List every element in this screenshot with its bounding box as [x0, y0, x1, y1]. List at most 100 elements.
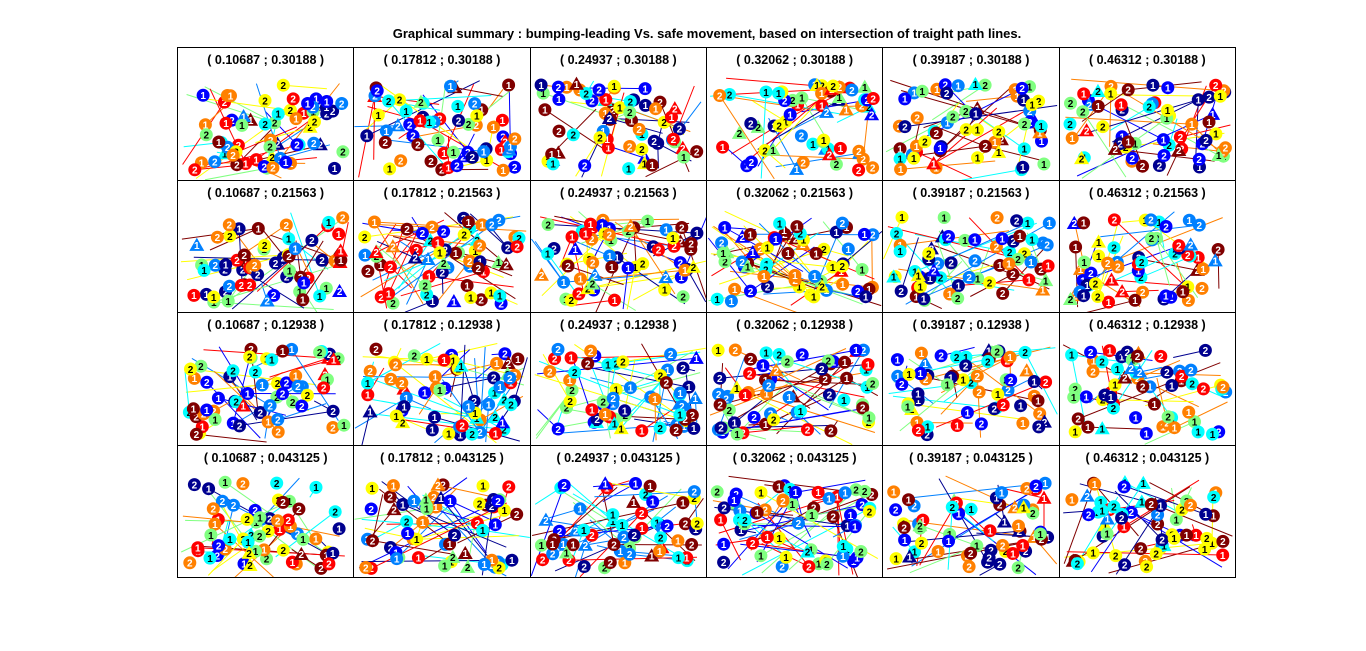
- marker-label: 1: [581, 525, 587, 536]
- marker-label: 2: [1122, 374, 1128, 385]
- marker-label: 1: [1030, 100, 1036, 111]
- marker-label: 1: [207, 553, 213, 564]
- path-line: [355, 126, 399, 127]
- marker-label: 1: [1217, 92, 1223, 103]
- agent-marker: 1: [489, 518, 502, 531]
- marker-label: 1: [424, 355, 430, 366]
- marker-label: 1: [1186, 408, 1192, 419]
- agent-marker: 1: [646, 495, 659, 508]
- marker-label: 2: [1199, 284, 1205, 295]
- marker-label: 1: [493, 520, 499, 531]
- marker-label: 1: [898, 165, 904, 176]
- marker-label: 1: [326, 218, 332, 229]
- agent-marker: 2: [667, 101, 682, 115]
- marker-label: 1: [670, 233, 676, 244]
- marker-label: 2: [493, 413, 499, 424]
- marker-label: 2: [1222, 144, 1228, 155]
- marker-label: 2: [1177, 133, 1183, 144]
- marker-label: 2: [271, 291, 277, 302]
- agent-marker: 2: [852, 164, 865, 177]
- marker-label: 2: [1220, 383, 1226, 394]
- agent-marker: 1: [397, 498, 410, 511]
- agent-marker: 1: [717, 537, 730, 550]
- agent-marker: 1: [716, 141, 729, 154]
- marker-label: 2: [827, 150, 833, 161]
- marker-label: 1: [293, 114, 299, 125]
- agent-marker: 2: [997, 286, 1010, 299]
- agent-marker: 1: [626, 494, 641, 508]
- marker-label: 2: [1164, 368, 1170, 379]
- marker-label: 1: [639, 427, 645, 438]
- marker-label: 2: [231, 501, 237, 512]
- marker-label: 1: [283, 158, 289, 169]
- marker-label: 2: [561, 481, 567, 492]
- marker-label: 2: [830, 512, 836, 523]
- marker-label: 2: [505, 243, 511, 254]
- agent-marker: 2: [1142, 100, 1155, 113]
- marker-label: 1: [721, 540, 727, 551]
- marker-label: 2: [611, 540, 617, 551]
- agent-marker: 2: [1154, 350, 1167, 363]
- marker-label: 1: [416, 553, 422, 564]
- agent-marker: 2: [1086, 365, 1099, 378]
- marker-label: 1: [1016, 521, 1022, 532]
- marker-label: 1: [1080, 291, 1086, 302]
- marker-label: 1: [627, 384, 633, 395]
- marker-label: 1: [394, 412, 400, 423]
- marker-label: 2: [751, 413, 757, 424]
- marker-label: 2: [954, 353, 960, 364]
- marker-label: 2: [216, 541, 222, 552]
- agent-marker: 2: [1033, 420, 1046, 433]
- marker-label: 1: [846, 244, 852, 255]
- marker-label: 2: [572, 368, 578, 379]
- marker-label: 2: [627, 142, 633, 153]
- marker-label: 2: [454, 162, 460, 173]
- marker-label: 1: [336, 229, 342, 240]
- agent-marker: 2: [505, 398, 518, 411]
- agent-marker: 1: [941, 378, 954, 391]
- marker-label: 2: [187, 558, 193, 569]
- marker-label: 2: [799, 351, 805, 362]
- marker-label: 1: [1043, 479, 1049, 490]
- marker-label: 1: [1024, 367, 1030, 378]
- marker-label: 2: [412, 352, 418, 363]
- marker-label: 2: [840, 218, 846, 229]
- marker-label: 1: [765, 243, 771, 254]
- marker-label: 1: [568, 354, 574, 365]
- path-line: [455, 88, 503, 97]
- marker-label: 1: [438, 494, 444, 505]
- marker-label: 2: [977, 388, 983, 399]
- agent-marker: 2: [1160, 366, 1173, 379]
- subplot-panel: 1212121121222212212212112111212221221112…: [882, 445, 1059, 579]
- agent-marker: 2: [359, 230, 372, 243]
- marker-label: 2: [721, 503, 727, 514]
- marker-label: 1: [799, 94, 805, 105]
- marker-label: 1: [748, 230, 754, 241]
- marker-label: 1: [195, 543, 201, 554]
- marker-label: 2: [931, 266, 937, 277]
- marker-label: 1: [907, 370, 913, 381]
- marker-label: 2: [213, 261, 219, 272]
- marker-label: 1: [677, 389, 683, 400]
- marker-label: 2: [694, 147, 700, 158]
- marker-label: 2: [556, 127, 562, 138]
- agent-marker: 2: [566, 128, 579, 141]
- marker-label: 1: [720, 143, 726, 154]
- agent-marker: 2: [664, 348, 677, 361]
- marker-label: 1: [577, 274, 583, 285]
- marker-label: 2: [286, 252, 292, 263]
- agent-marker: 2: [259, 94, 272, 107]
- marker-label: 1: [563, 548, 569, 559]
- marker-label: 2: [915, 114, 921, 125]
- marker-label: 1: [426, 255, 432, 266]
- marker-label: 1: [694, 228, 700, 239]
- marker-label: 1: [1189, 120, 1195, 131]
- marker-label: 1: [228, 92, 234, 103]
- marker-label: 2: [727, 90, 733, 101]
- marker-label: 1: [474, 112, 480, 123]
- marker-label: 2: [640, 259, 646, 270]
- marker-label: 1: [656, 547, 662, 558]
- agent-marker: 1: [1017, 417, 1030, 430]
- subplot-panel: 2122211222211121212211211211111121211112…: [882, 312, 1059, 446]
- marker-label: 2: [299, 402, 305, 413]
